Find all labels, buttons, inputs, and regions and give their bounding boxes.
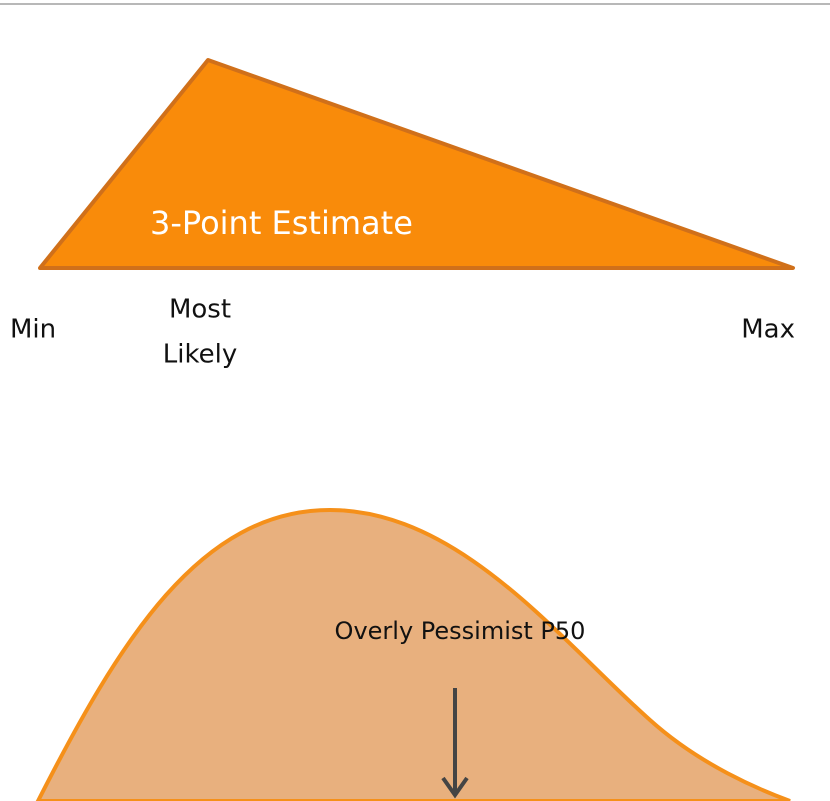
triangle bbox=[38, 58, 795, 270]
bell-curve bbox=[35, 507, 791, 801]
min-label: Min bbox=[10, 315, 56, 345]
arrow-head bbox=[441, 776, 469, 799]
triangle-label: 3-Point Estimate bbox=[150, 204, 413, 242]
curve-label: Overly Pessimist P50 bbox=[335, 617, 586, 645]
most-likely-label: Likely bbox=[163, 340, 237, 370]
max-label: Max bbox=[741, 315, 795, 345]
most-likely-label: Most bbox=[169, 295, 231, 325]
